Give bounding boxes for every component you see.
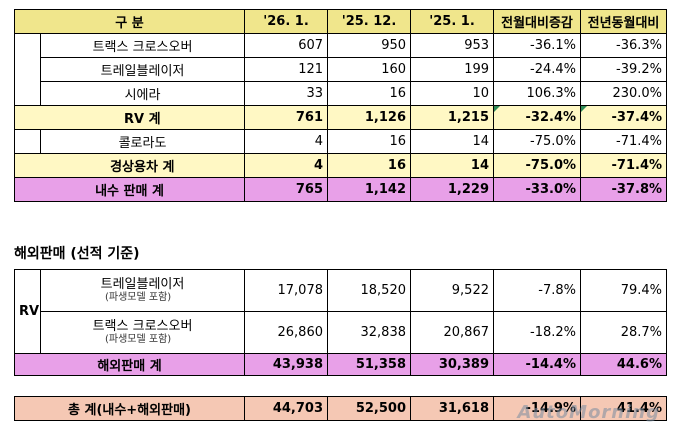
header-category: 구 분 — [13, 9, 246, 34]
model-note: (파생모델 포함) — [105, 333, 172, 345]
table-row: 콜로라도 4 16 14 -75.0% -71.4% — [14, 129, 668, 154]
cell: 44.6% — [580, 353, 667, 376]
cell: 14 — [410, 129, 495, 154]
cell: 950 — [327, 33, 412, 58]
cell: 4 — [244, 129, 329, 154]
cell: -75.0% — [493, 153, 582, 178]
cell: 16 — [327, 129, 412, 154]
cell: 953 — [410, 33, 495, 58]
commercial-total-row: 경상용차 계 4 16 14 -75.0% -71.4% — [14, 153, 668, 178]
cell: 44,703 — [244, 396, 328, 421]
row-label: 트레일블레이저 (파생모델 포함) — [40, 269, 245, 312]
indent-cell — [14, 105, 41, 130]
row-label: 트랙스 크로스오버 — [39, 33, 246, 58]
table-row: 트레일블레이저 121 160 199 -24.4% -39.2% — [15, 57, 668, 82]
grand-total-row: 총 계(내수+해외판매) 44,703 52,500 31,618 -14.9%… — [14, 396, 667, 421]
cell: 18,520 — [327, 269, 411, 312]
cell: 10 — [410, 81, 495, 106]
header-jan26: '26. 1. — [244, 9, 329, 34]
cell: 17,078 — [244, 269, 328, 312]
cell: 79.4% — [580, 269, 667, 312]
model-name: 트레일블레이저 — [100, 276, 185, 292]
cell: 16 — [327, 153, 412, 178]
model-note: (파생모델 포함) — [105, 291, 172, 303]
cell: -36.1% — [493, 33, 582, 58]
cell: 607 — [244, 33, 329, 58]
cell: 121 — [244, 57, 329, 82]
domestic-sales-table: 구 분 '26. 1. '25. 12. '25. 1. 전월대비증감 전년동월… — [13, 9, 668, 202]
model-name: 트랙스 크로스오버 — [92, 318, 193, 334]
cell: 16 — [327, 81, 412, 106]
cell: -39.2% — [580, 57, 668, 82]
cell: -32.4% — [493, 105, 582, 130]
cell: -37.8% — [580, 177, 668, 202]
cell: 4 — [244, 153, 329, 178]
row-label: 트랙스 크로스오버 (파생모델 포함) — [40, 311, 245, 354]
row-label: 시에라 — [39, 81, 246, 106]
cell: -71.4% — [580, 129, 668, 154]
cell: 52,500 — [327, 396, 411, 421]
rv-total-row: RV 계 761 1,126 1,215 -32.4% -37.4% — [14, 105, 668, 130]
cell: 1,215 — [410, 105, 495, 130]
row-label: 내수 판매 계 — [13, 177, 246, 202]
cell: 1,229 — [410, 177, 495, 202]
cell: 1,126 — [327, 105, 412, 130]
row-label: RV 계 — [40, 105, 246, 130]
table-row: 트랙스 크로스오버 (파생모델 포함) 26,860 32,838 20,867… — [15, 311, 667, 354]
header-jan25: '25. 1. — [410, 9, 495, 34]
cell: 41.4% — [580, 396, 667, 421]
row-label: 경상용차 계 — [40, 153, 246, 178]
cell: -18.2% — [493, 311, 581, 354]
indent-cell — [14, 129, 41, 154]
row-label: 해외판매 계 — [14, 353, 245, 376]
table-row: RV 트레일블레이저 (파생모델 포함) 17,078 18,520 9,522… — [14, 269, 667, 354]
header-row: 구 분 '26. 1. '25. 12. '25. 1. 전월대비증감 전년동월… — [13, 9, 668, 34]
header-mom: 전월대비증감 — [493, 9, 582, 34]
export-section-title: 해외판매 (선적 기준) — [14, 246, 140, 262]
cell: -37.4% — [580, 105, 668, 130]
cell: 32,838 — [327, 311, 411, 354]
cell: -71.4% — [580, 153, 668, 178]
header-dec25: '25. 12. — [327, 9, 412, 34]
table-row: 시에라 33 16 10 106.3% 230.0% — [15, 81, 668, 106]
cell: 30,389 — [410, 353, 494, 376]
export-total-row: 해외판매 계 43,938 51,358 30,389 -14.4% 44.6% — [14, 353, 667, 376]
export-sales-table: RV 트레일블레이저 (파생모델 포함) 17,078 18,520 9,522… — [14, 269, 667, 376]
cell: 14 — [410, 153, 495, 178]
cell: 106.3% — [493, 81, 582, 106]
cell: 230.0% — [580, 81, 668, 106]
cell: -75.0% — [493, 129, 582, 154]
cell: 761 — [244, 105, 329, 130]
rv-group-label: RV — [14, 269, 41, 354]
header-yoy: 전년동월대비 — [580, 9, 668, 34]
grand-total-table: 총 계(내수+해외판매) 44,703 52,500 31,618 -14.9%… — [14, 396, 667, 421]
cell: 20,867 — [410, 311, 494, 354]
indent-cell — [14, 33, 41, 106]
cell: 26,860 — [244, 311, 328, 354]
cell: 199 — [410, 57, 495, 82]
cell: 765 — [244, 177, 329, 202]
cell: -7.8% — [493, 269, 581, 312]
cell: -14.9% — [493, 396, 581, 421]
row-label: 콜로라도 — [39, 129, 246, 154]
indent-cell — [14, 153, 41, 178]
cell: 28.7% — [580, 311, 667, 354]
cell: -33.0% — [493, 177, 582, 202]
cell: -36.3% — [580, 33, 668, 58]
cell: 1,142 — [327, 177, 412, 202]
cell: 9,522 — [410, 269, 494, 312]
domestic-total-row: 내수 판매 계 765 1,142 1,229 -33.0% -37.8% — [13, 177, 668, 202]
row-label: 총 계(내수+해외판매) — [14, 396, 245, 421]
table-row: 트랙스 크로스오버 607 950 953 -36.1% -36.3% — [14, 33, 668, 106]
cell: 33 — [244, 81, 329, 106]
cell: 160 — [327, 57, 412, 82]
cell: -14.4% — [493, 353, 581, 376]
cell: -24.4% — [493, 57, 582, 82]
cell: 43,938 — [244, 353, 328, 376]
cell: 31,618 — [410, 396, 494, 421]
watermark-logo: AutoMorning — [517, 402, 660, 423]
row-label: 트레일블레이저 — [39, 57, 246, 82]
cell: 51,358 — [327, 353, 411, 376]
